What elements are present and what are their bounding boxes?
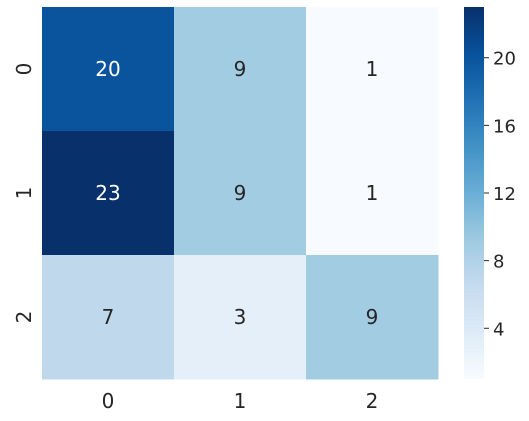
heatmap-annotations: 20 9 1 23 9 1 7 3 9 (95, 57, 378, 329)
cell-annotation-1-0: 23 (95, 181, 120, 205)
cell-annotation-2-1: 3 (234, 305, 247, 329)
heatmap-cell-0-2 (306, 7, 439, 132)
colorbar-tick-label: 12 (493, 184, 516, 205)
cell-annotation-1-1: 9 (234, 181, 247, 205)
heatmap-cell-2-1 (174, 255, 307, 380)
heatmap-cell-0-1 (174, 7, 307, 132)
heatmap-cell-1-2 (306, 131, 439, 256)
x-axis-ticks: 0 1 2 (102, 389, 379, 413)
colorbar-tick-label: 16 (493, 116, 516, 137)
y-tick-label: 0 (12, 63, 36, 76)
heatmap-cells (42, 7, 439, 380)
x-tick-label: 0 (102, 389, 115, 413)
cell-annotation-0-0: 20 (95, 57, 120, 81)
heatmap-cell-2-2 (306, 255, 439, 380)
cell-annotation-1-2: 1 (366, 181, 379, 205)
heatmap-cell-1-0 (42, 131, 175, 256)
heatmap-cell-0-0 (42, 7, 175, 132)
heatmap-cell-2-0 (42, 255, 175, 380)
colorbar (464, 7, 484, 379)
heatmap-cell-1-1 (174, 131, 307, 256)
x-tick-label: 2 (366, 389, 379, 413)
y-axis-ticks: 0 1 2 (12, 63, 36, 324)
colorbar-ticks: 4 8 12 16 20 (484, 49, 516, 340)
colorbar-tick-label: 8 (493, 252, 504, 273)
colorbar-tick-label: 4 (493, 319, 504, 340)
y-tick-label: 1 (12, 187, 36, 200)
cell-annotation-0-2: 1 (366, 57, 379, 81)
cell-annotation-2-0: 7 (102, 305, 115, 329)
cell-annotation-0-1: 9 (234, 57, 247, 81)
cell-annotation-2-2: 9 (366, 305, 379, 329)
colorbar-tick-label: 20 (493, 49, 516, 70)
y-tick-label: 2 (12, 311, 36, 324)
x-tick-label: 1 (234, 389, 247, 413)
